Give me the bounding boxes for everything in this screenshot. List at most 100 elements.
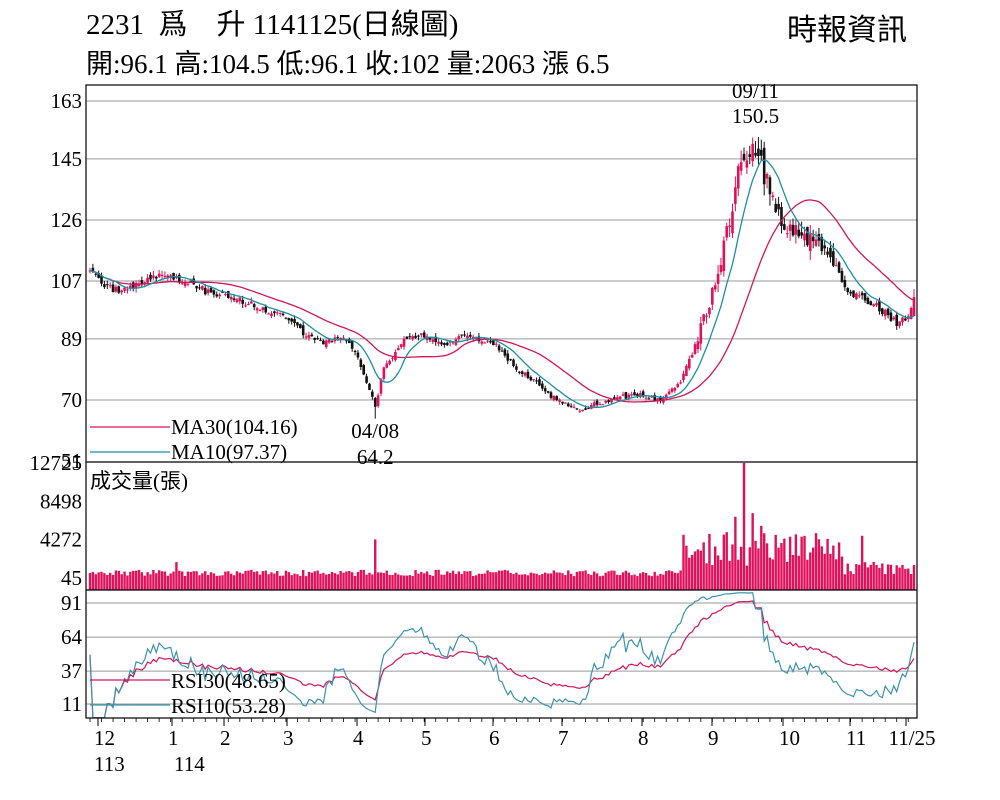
candle-body — [350, 341, 354, 349]
candle-body — [849, 291, 852, 294]
volume-bar — [811, 547, 815, 590]
candle-body — [601, 404, 605, 406]
candle-body — [497, 345, 501, 351]
candle-body — [881, 308, 884, 315]
volume-bar — [587, 573, 590, 590]
candle-body — [644, 397, 648, 399]
volume-bar — [538, 575, 541, 590]
candle-body — [745, 160, 749, 168]
candle-body — [382, 367, 386, 379]
rsi-tick-label: 91 — [61, 591, 82, 615]
volume-bar — [350, 572, 354, 590]
volume-bar — [186, 571, 190, 590]
volume-bar — [506, 570, 509, 590]
rsi-group — [89, 592, 915, 718]
candle-body — [250, 301, 253, 304]
candle-body — [679, 382, 682, 384]
candle-body — [708, 307, 711, 315]
candle-body — [428, 337, 432, 340]
volume-bar — [901, 564, 904, 590]
candle-body — [653, 395, 656, 401]
volume-bar — [379, 572, 383, 590]
volume-bar — [699, 550, 702, 590]
volume-bar — [751, 513, 754, 590]
month-label: 12 — [94, 726, 115, 750]
candle-body — [826, 251, 829, 255]
candle-body — [705, 315, 708, 317]
candle-body — [806, 226, 809, 246]
volume-bar — [423, 573, 426, 590]
candle-body — [362, 365, 366, 375]
volume-bar — [342, 572, 345, 590]
month-label: 9 — [708, 726, 719, 750]
candle-body — [843, 279, 847, 288]
low-date-label: 04/08 — [351, 419, 399, 443]
volume-bar — [895, 565, 898, 590]
volume-bar — [258, 574, 262, 590]
volume-bar — [757, 548, 760, 590]
candle-body — [143, 282, 147, 285]
volume-bar — [155, 573, 158, 590]
volume-bar — [555, 572, 558, 590]
volume-bar — [91, 571, 95, 590]
candle-body — [731, 211, 734, 234]
volume-bar — [840, 556, 844, 590]
volume-bar — [670, 571, 674, 590]
candle-body — [506, 353, 510, 361]
volume-bar — [558, 572, 561, 590]
volume-bar — [624, 570, 628, 590]
candle-body — [275, 312, 279, 314]
candle-body — [613, 397, 616, 399]
volume-bar — [679, 570, 682, 590]
candle-body — [811, 236, 815, 242]
month-label: 10 — [779, 726, 800, 750]
year-label: 113 — [94, 752, 125, 776]
candle-body — [742, 153, 746, 161]
volume-bar — [471, 576, 475, 590]
ohlc-summary: 開:96.1 高:104.5 低:96.1 收:102 量:2063 漲 6.5 — [86, 49, 610, 79]
volume-bar — [227, 571, 230, 590]
candle-body — [434, 336, 438, 343]
volume-bar — [172, 571, 175, 590]
candle-body — [232, 298, 236, 300]
candle-body — [417, 335, 420, 337]
candle-body — [120, 290, 123, 293]
candle-body — [460, 334, 463, 336]
chart-frame — [85, 84, 918, 719]
candle-body — [693, 344, 697, 355]
candle-body — [673, 387, 677, 391]
volume-bar — [644, 573, 648, 590]
candle-body — [183, 282, 187, 286]
volume-bar — [647, 575, 651, 590]
volume-bar — [117, 570, 121, 590]
volume-bar — [572, 576, 576, 590]
candle-body — [94, 273, 98, 275]
candle-body — [281, 313, 285, 316]
candle-body — [670, 388, 674, 392]
candle-body — [512, 359, 515, 366]
volume-bar — [293, 573, 296, 590]
volume-bar — [296, 574, 299, 590]
volume-bar — [353, 575, 357, 590]
candle-body — [904, 318, 907, 321]
rsi30-line — [89, 600, 915, 718]
volume-bar — [688, 557, 691, 590]
candle-body — [431, 339, 435, 342]
volume-bar — [716, 555, 720, 590]
candle-body — [765, 173, 769, 179]
volume-bar — [754, 540, 757, 590]
volume-bar — [569, 573, 573, 590]
volume-bar — [909, 573, 913, 590]
candle-body — [304, 336, 308, 338]
volume-bar — [725, 532, 728, 590]
candle-body — [241, 299, 244, 304]
candle-body — [702, 314, 705, 322]
candle-body — [503, 349, 507, 356]
volume-bar — [247, 570, 250, 590]
volume-bar — [319, 573, 322, 590]
volume-bar — [492, 572, 495, 590]
volume-bar — [336, 574, 339, 590]
candle-body — [866, 297, 870, 304]
volume-bar — [734, 516, 737, 590]
volume-bar — [149, 574, 152, 590]
